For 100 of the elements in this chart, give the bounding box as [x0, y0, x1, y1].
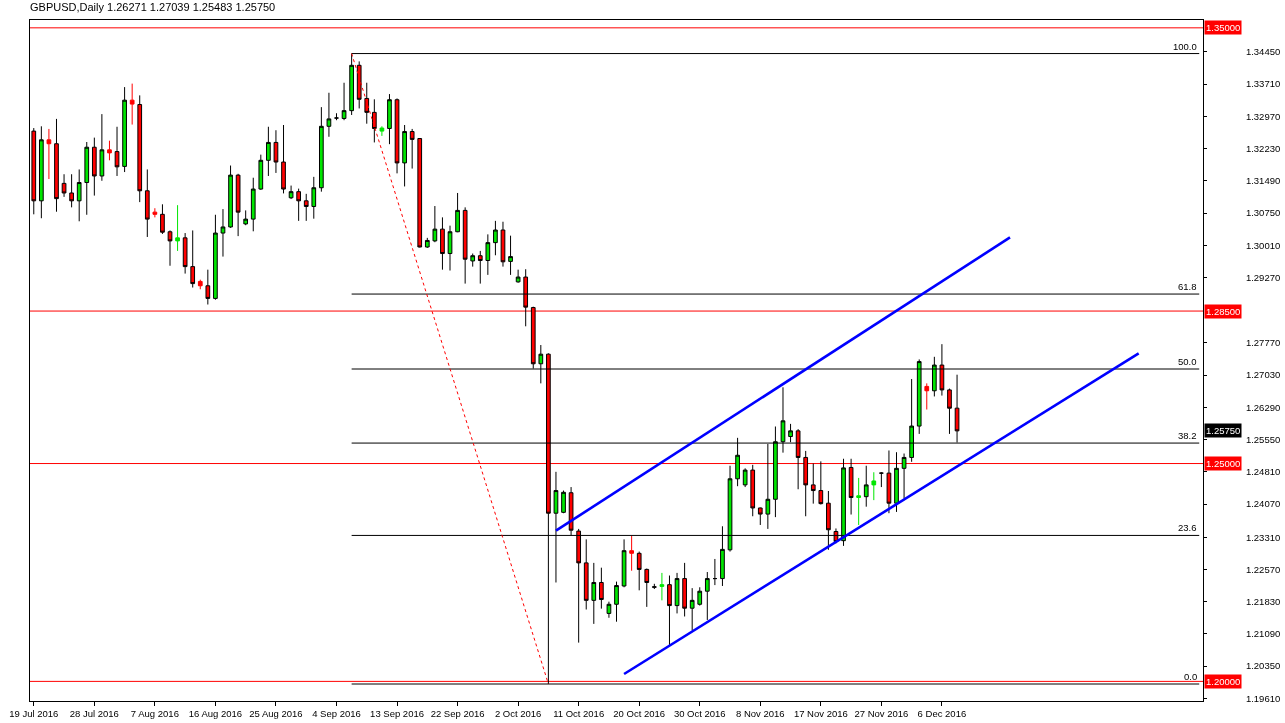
- candlestick: [167, 229, 173, 267]
- candlestick: [515, 269, 521, 284]
- y-tick-label: 1.23310: [1245, 531, 1281, 543]
- candlestick: [674, 572, 680, 614]
- candlestick: [288, 185, 294, 200]
- candlestick: [175, 204, 180, 252]
- x-tick-label: 27 Nov 2016: [854, 708, 909, 720]
- ref-line-label: 1.35000: [1206, 22, 1241, 33]
- candlestick: [462, 206, 468, 285]
- candlestick: [561, 490, 566, 514]
- text: 1.25750: [1206, 425, 1241, 436]
- candlestick: [137, 94, 143, 203]
- candlestick: [644, 568, 650, 608]
- candlestick: [485, 233, 491, 276]
- candlestick: [205, 269, 211, 306]
- y-tick-label: 1.24810: [1245, 466, 1281, 478]
- x-tick-label: 7 Aug 2016: [130, 708, 179, 720]
- candlestick: [682, 562, 687, 617]
- candlestick: [182, 232, 188, 275]
- candlestick: [129, 83, 135, 126]
- candlestick: [621, 538, 627, 588]
- candlestick: [69, 173, 74, 208]
- y-tick-label: 1.21090: [1245, 628, 1281, 640]
- candlestick: [424, 237, 430, 249]
- y-tick-label: 1.32230: [1245, 142, 1281, 154]
- candlestick: [160, 203, 165, 235]
- y-tick-label: 1.27770: [1245, 337, 1281, 349]
- x-tick-label: 13 Sep 2016: [370, 708, 424, 720]
- candlestick: [447, 225, 453, 272]
- x-tick-label: 22 Sep 2016: [430, 708, 485, 720]
- candlestick: [152, 207, 158, 218]
- candlestick: [235, 173, 241, 237]
- candlestick: [856, 477, 862, 526]
- candlestick: [493, 220, 498, 256]
- candlestick: [190, 229, 196, 289]
- candlestick: [409, 128, 415, 170]
- candlestick: [667, 575, 672, 647]
- candlestick: [371, 98, 377, 143]
- candlestick: [379, 125, 385, 137]
- candlestick: [76, 168, 82, 222]
- candlestick: [311, 176, 317, 220]
- candlestick: [508, 235, 513, 276]
- y-tick-label: 1.31490: [1245, 175, 1281, 187]
- candlestick: [924, 382, 930, 411]
- candlestick: [591, 562, 597, 625]
- annotation: 50.0: [1178, 356, 1197, 367]
- candlestick: [61, 173, 67, 198]
- y-tick-label: 1.19610: [1245, 692, 1281, 704]
- x-tick-label: 19 Jul 2016: [9, 708, 59, 720]
- candlestick: [303, 193, 309, 222]
- annotation: 0.0: [1184, 671, 1198, 682]
- x-tick-label: 6 Dec 2016: [917, 708, 967, 720]
- candlestick: [871, 471, 877, 501]
- candlestick: [583, 538, 589, 610]
- y-tick-label: 1.25550: [1245, 433, 1281, 445]
- candlestick: [144, 168, 150, 238]
- candlestick: [606, 601, 612, 619]
- ref-line-label: 1.28500: [1206, 306, 1241, 317]
- candlestick: [947, 388, 952, 435]
- candlestick: [197, 279, 203, 290]
- candlestick: [440, 216, 445, 271]
- candlestick: [757, 507, 763, 526]
- x-tick-label: 28 Jul 2016: [69, 708, 119, 720]
- candlestick: [122, 86, 127, 173]
- candlestick: [364, 82, 370, 125]
- y-tick-label: 1.27030: [1245, 369, 1281, 381]
- candlestick: [712, 558, 718, 586]
- annotation: 100.0: [1173, 41, 1197, 52]
- x-tick-label: 17 Nov 2016: [793, 708, 848, 720]
- chart-title: GBPUSD,Daily 1.26271 1.27039 1.25483 1.25750: [30, 0, 276, 13]
- x-tick-label: 30 Oct 2016: [673, 708, 726, 720]
- y-tick-label: 1.34450: [1245, 46, 1281, 58]
- candlestick: [281, 124, 286, 194]
- x-tick-label: 4 Sep 2016: [312, 708, 361, 720]
- x-tick-label: 8 Nov 2016: [735, 708, 785, 720]
- x-tick-label: 16 Aug 2016: [188, 708, 243, 720]
- candlestick: [349, 53, 354, 116]
- x-tick-label: 2 Oct 2016: [494, 708, 542, 720]
- candlestick: [689, 587, 695, 631]
- candlestick: [704, 571, 710, 621]
- candlestick: [901, 453, 907, 499]
- candlestick: [250, 177, 256, 232]
- y-tick-label: 1.21830: [1245, 595, 1281, 607]
- candlestick: [742, 467, 748, 488]
- candlestick: [91, 137, 97, 197]
- y-tick-label: 1.32970: [1245, 110, 1281, 122]
- candlestick: [387, 93, 392, 145]
- annotation: 61.8: [1178, 281, 1197, 292]
- candlestick: [599, 567, 604, 610]
- candlestick: [213, 214, 218, 301]
- ref-line-label: 1.20000: [1206, 676, 1241, 687]
- candlestick: [659, 572, 665, 601]
- x-tick-label: 25 Aug 2016: [249, 708, 303, 720]
- candlestick: [266, 126, 271, 177]
- y-tick-label: 1.24070: [1245, 498, 1281, 510]
- candlestick: [394, 97, 400, 174]
- y-tick-label: 1.20350: [1245, 660, 1281, 672]
- x-tick-label: 11 Oct 2016: [553, 708, 605, 720]
- candlestick: [636, 551, 642, 591]
- x-tick-label: 20 Oct 2016: [613, 708, 666, 720]
